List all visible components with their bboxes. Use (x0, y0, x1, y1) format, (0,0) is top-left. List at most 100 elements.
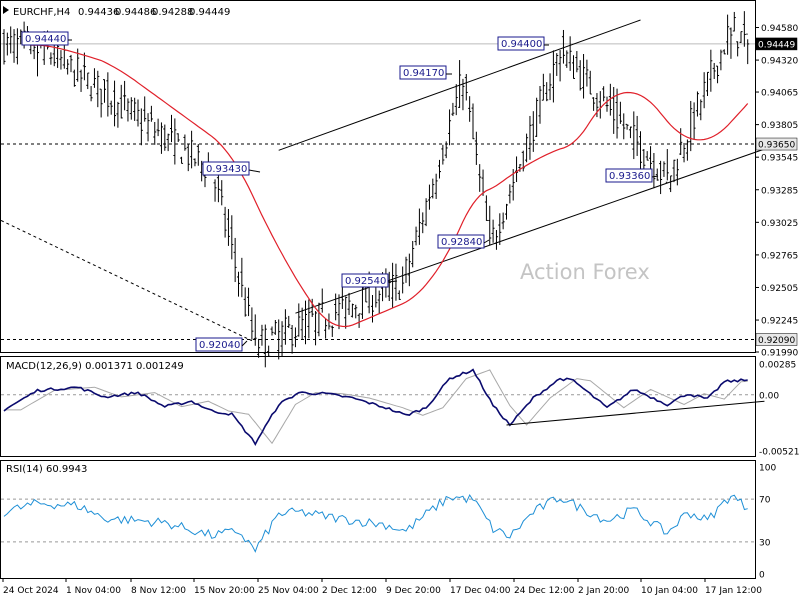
price-axis-label: 0.93805 (761, 121, 798, 131)
annotation-connector (387, 280, 398, 283)
time-axis-label: 17 Dec 04:00 (450, 586, 511, 596)
price-bar (193, 158, 197, 167)
price-bar (739, 31, 743, 43)
price-bar (320, 288, 324, 313)
price-annotation[interactable]: 0.94440 (21, 31, 69, 46)
price-bar (354, 304, 358, 319)
price-bar (247, 287, 251, 317)
price-bar (558, 50, 562, 82)
annotation-connector (483, 239, 490, 244)
price-bar (505, 203, 508, 220)
price-bar (330, 325, 334, 337)
price-bar (702, 72, 706, 109)
macd-axis-label: 0.00285 (759, 361, 796, 371)
price-bar (297, 303, 301, 337)
price-bar (290, 324, 294, 354)
price-bar (280, 321, 284, 357)
price-bar (746, 33, 750, 65)
price-bar (300, 307, 304, 340)
collapse-arrow-icon[interactable] (3, 6, 9, 14)
price-bar (314, 311, 318, 346)
price-bar (541, 73, 545, 101)
price-bar (494, 230, 498, 250)
price-bar (401, 266, 405, 294)
time-axis-label: 8 Nov 12:00 (131, 586, 186, 596)
price-bar (665, 149, 669, 183)
price-annotation[interactable]: 0.93430 (202, 161, 250, 176)
time-axis-label: 9 Dec 20:00 (386, 586, 441, 596)
annotation-connector (651, 175, 659, 178)
price-bar (695, 91, 699, 117)
chart-title: EURCHF,H4 (13, 7, 70, 18)
time-axis-label: 24 Oct 2024 (3, 586, 59, 596)
price-bar (19, 29, 23, 45)
price-axis-label: 0.91990 (761, 349, 798, 359)
price-bar (283, 309, 287, 345)
price-bar (551, 50, 555, 103)
price-annotation[interactable]: 0.92840 (437, 234, 485, 249)
price-bar (9, 26, 13, 54)
price-bar (377, 290, 381, 314)
price-bar (501, 212, 505, 230)
price-bar (334, 293, 338, 321)
price-bar (716, 65, 720, 84)
svg-text:0.92090: 0.92090 (758, 336, 795, 346)
level-axis-label: 0.93650 (755, 137, 798, 151)
price-bar (592, 97, 596, 111)
price-annotation[interactable]: 0.94170 (399, 65, 447, 80)
svg-text:0.92040: 0.92040 (199, 340, 240, 351)
svg-text:0.92540: 0.92540 (345, 276, 386, 287)
ohlc-high: 0.94486 (115, 7, 156, 18)
svg-text:0.94400: 0.94400 (501, 39, 542, 50)
price-bar (149, 105, 153, 122)
price-bar (82, 52, 86, 81)
price-axis-label: 0.94065 (761, 89, 798, 99)
price-bar (669, 175, 673, 193)
price-bar (146, 113, 150, 142)
price-bar (190, 130, 194, 169)
price-bar (293, 327, 297, 348)
rsi-axis-label: 0 (759, 571, 765, 581)
price-bar (59, 50, 63, 70)
price-annotation[interactable]: 0.94400 (497, 36, 545, 51)
time-axis-label: 2 Jan 20:00 (578, 586, 630, 596)
price-bar (106, 72, 110, 117)
price-bar (357, 313, 361, 328)
price-bar (672, 159, 676, 183)
price-bar (267, 345, 271, 357)
macd-support-line[interactable] (506, 400, 765, 426)
price-bar (287, 315, 291, 328)
price-bar (12, 29, 16, 63)
price-annotation[interactable]: 0.92040 (195, 337, 243, 352)
price-bar (565, 50, 569, 68)
price-bar (397, 290, 401, 300)
time-axis-label: 2 Dec 12:00 (322, 586, 377, 596)
price-bar (424, 198, 428, 227)
price-bar (478, 164, 482, 192)
price-bar (639, 131, 642, 173)
price-bar (250, 307, 254, 340)
price-bar (454, 84, 458, 116)
price-bar (76, 48, 80, 82)
dotted-trendline[interactable] (0, 220, 253, 342)
rsi-axis-label: 100 (759, 464, 776, 474)
annotation-connector (241, 340, 248, 347)
price-axis-label: 0.92245 (761, 317, 798, 327)
time-axis-label: 10 Jan 04:00 (641, 586, 698, 596)
svg-text:0.94440: 0.94440 (25, 34, 66, 45)
ohlc-open: 0.94436 (78, 7, 119, 18)
price-bar (692, 102, 696, 140)
price-bar (233, 237, 237, 283)
price-bar (484, 195, 488, 221)
price-bar (535, 97, 539, 137)
price-annotation[interactable]: 0.93360 (605, 168, 653, 183)
rsi-title: RSI(14) 60.9943 (6, 464, 87, 475)
price-bar (163, 124, 167, 151)
price-annotation[interactable]: 0.92540 (341, 273, 389, 288)
time-axis-label: 24 Dec 12:00 (514, 586, 575, 596)
price-bar (143, 96, 147, 122)
price-bar (682, 142, 686, 163)
price-bar (49, 52, 53, 65)
time-axis-label: 17 Jan 12:00 (705, 586, 762, 596)
